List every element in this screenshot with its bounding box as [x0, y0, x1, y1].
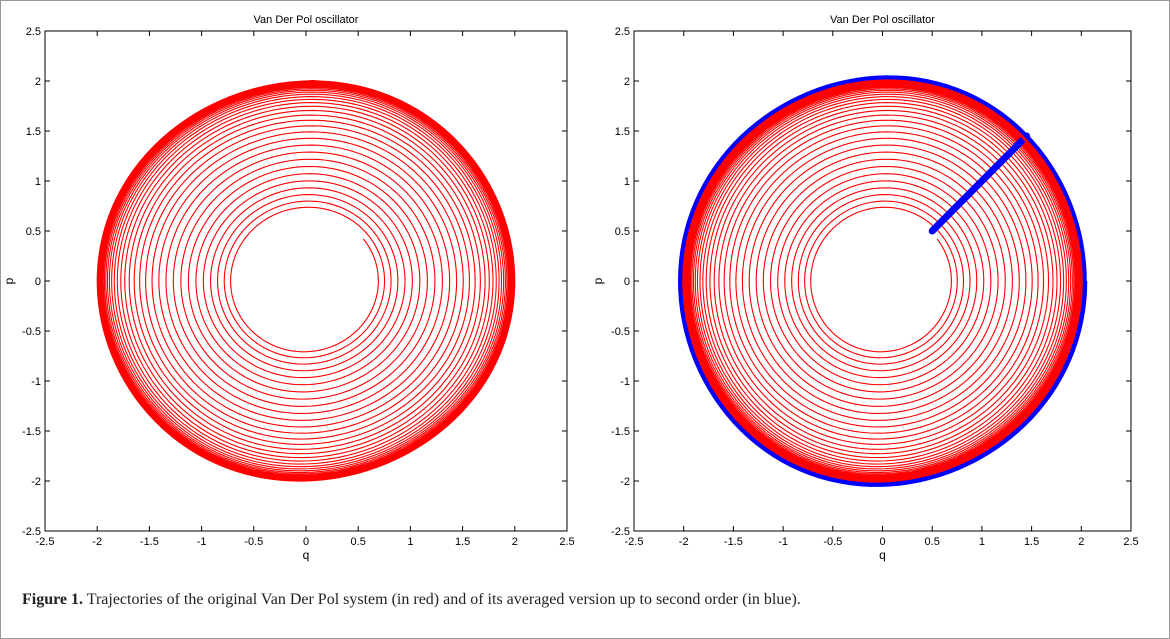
- x-tick-label: -2: [679, 536, 689, 548]
- figure-caption: Figure 1. Trajectories of the original V…: [22, 591, 801, 609]
- x-tick-label: 0.5: [925, 536, 940, 548]
- x-tick-label: 1.5: [1024, 536, 1039, 548]
- y-tick-label: -2: [620, 476, 630, 488]
- x-tick-label: 1: [979, 536, 985, 548]
- y-tick-label: -0.5: [22, 326, 41, 338]
- y-tick-label: 1: [624, 176, 630, 188]
- y-tick-label: -1.5: [611, 426, 630, 438]
- chart-panel-1: -2.5 -2 -1.5 -1 -0.5 0 0.5 1 1.5 2 2.5 -2.5 -2 -1.5 -1…: [2, 14, 575, 562]
- y-tick-label: 1.5: [26, 126, 41, 138]
- chart-title: Van Der Pol oscillator: [254, 14, 359, 26]
- x-tick-label: -2.5: [625, 536, 644, 548]
- x-tick-label: -0.5: [823, 536, 842, 548]
- x-tick-label: -1.5: [140, 536, 159, 548]
- series-averaged-limit-cycle: [677, 75, 1088, 487]
- y-tick-label: 0.5: [26, 226, 41, 238]
- y-tick-label: 2.5: [615, 26, 630, 38]
- y-tick-label: -2.5: [611, 526, 630, 538]
- x-tick-label: -1.5: [724, 536, 743, 548]
- x-tick-label: -1: [197, 536, 207, 548]
- y-tick-label: 2.5: [26, 26, 41, 38]
- figure-plots: -2.5 -2 -1.5 -1 -0.5 0 0.5 1 1.5 2 2.5 -2.5 -2 -1.5 -1…: [2, 14, 1139, 562]
- x-tick-label: 0: [303, 536, 309, 548]
- x-tick-label: 1.5: [455, 536, 470, 548]
- y-axis-label: p: [2, 277, 16, 284]
- chart-panel-2: -2.5 -2 -1.5 -1 -0.5 0 0.5 1 1.5 2 2.5 -2.5 -2 -1.5 -1…: [591, 14, 1139, 562]
- y-tick-label: -1: [620, 376, 630, 388]
- y-tick-label: 1.5: [615, 126, 630, 138]
- y-tick-label: 0: [35, 276, 41, 288]
- series-averaged-transient: [928, 132, 1031, 235]
- x-tick-label: 2.5: [1123, 536, 1138, 548]
- y-tick-label: -1.5: [22, 426, 41, 438]
- plot-area: [96, 80, 516, 482]
- y-tick-label: 1: [35, 176, 41, 188]
- caption-text: Trajectories of the original Van Der Pol…: [83, 591, 801, 608]
- x-axis-label: q: [303, 548, 310, 562]
- plot-area: [677, 75, 1088, 487]
- y-axis-label: p: [591, 277, 605, 284]
- caption-label: Figure 1.: [22, 591, 84, 608]
- series-original-limit-cycle-overlay: [682, 79, 1083, 483]
- y-tick-label: -0.5: [611, 326, 630, 338]
- chart-title: Van Der Pol oscillator: [830, 14, 935, 26]
- y-tick-label: 0: [624, 276, 630, 288]
- x-tick-label: -0.5: [244, 536, 263, 548]
- x-tick-label: 2: [1078, 536, 1084, 548]
- x-tick-label: 1: [407, 536, 413, 548]
- x-tick-label: 0: [879, 536, 885, 548]
- series-original-trajectory: [96, 80, 516, 482]
- x-axis-label: q: [879, 548, 886, 562]
- y-tick-label: 2: [35, 76, 41, 88]
- x-tick-label: 0.5: [351, 536, 366, 548]
- y-tick-label: 2: [624, 76, 630, 88]
- y-tick-label: -1: [31, 376, 41, 388]
- x-tick-label: -1: [778, 536, 788, 548]
- x-tick-label: -2.5: [36, 536, 55, 548]
- y-tick-label: 0.5: [615, 226, 630, 238]
- y-tick-label: -2: [31, 476, 41, 488]
- x-tick-label: 2: [512, 536, 518, 548]
- x-tick-label: 2.5: [559, 536, 574, 548]
- x-tick-label: -2: [92, 536, 102, 548]
- y-tick-label: -2.5: [22, 526, 41, 538]
